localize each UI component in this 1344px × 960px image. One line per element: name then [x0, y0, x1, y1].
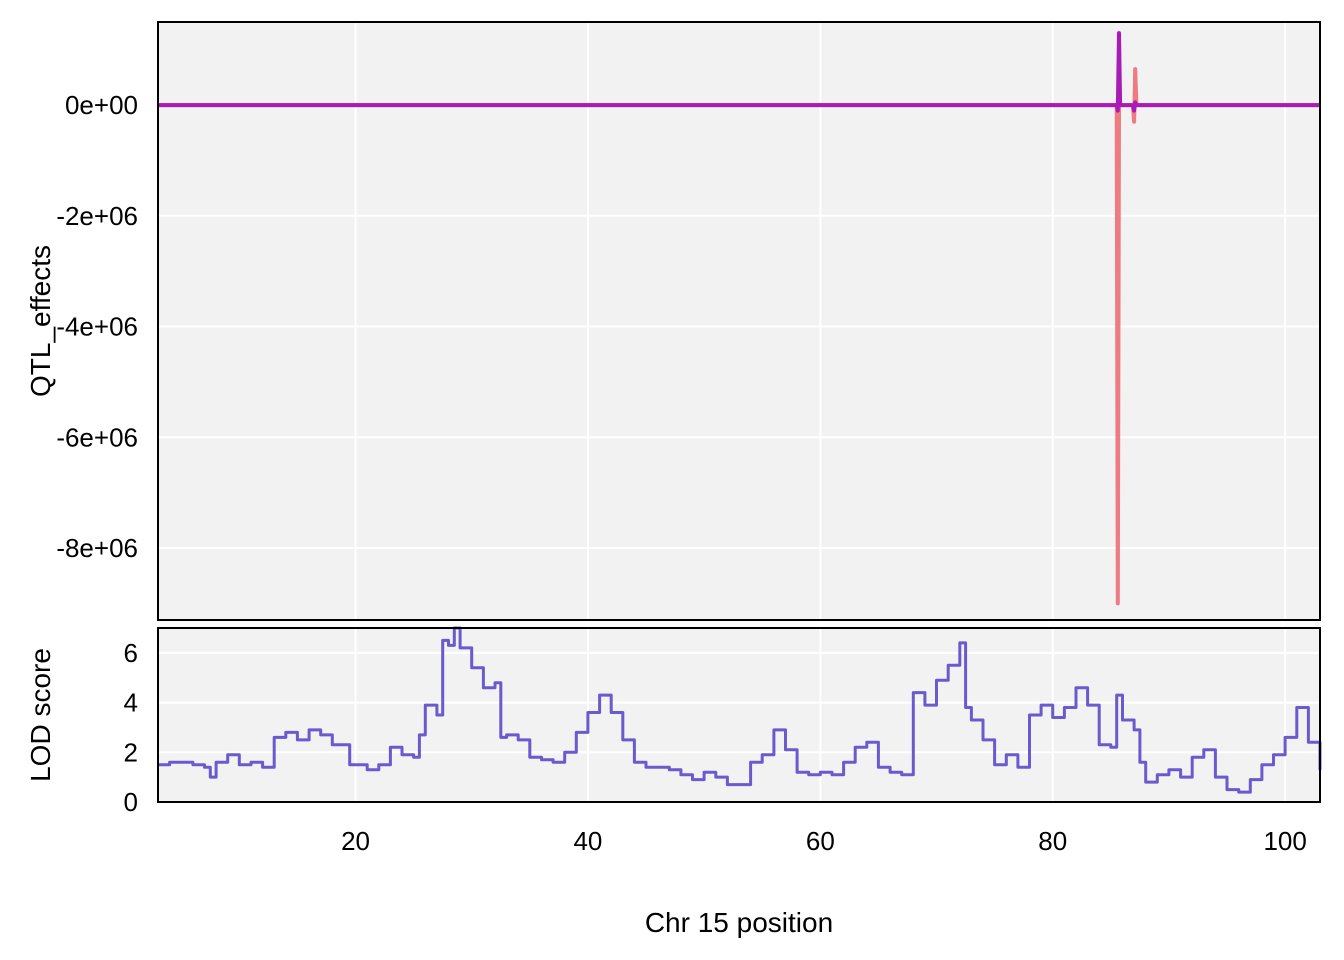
x-tick-label: 40 [573, 826, 602, 856]
lod-panel-frame [157, 627, 1321, 803]
lod-panel: 0 2 4 6 20 40 60 80 100 LOD score Chr 15 positi… [25, 626, 1322, 938]
x-tick-label: 100 [1263, 826, 1306, 856]
lod-y-tick-label: 6 [124, 638, 138, 668]
effects-y-tick-label: -4e+06 [56, 312, 138, 342]
x-tick-label: 80 [1038, 826, 1067, 856]
lod-y-tick-label: 2 [124, 737, 138, 767]
lod-panel-background [158, 628, 1320, 802]
effects-panel-background [158, 22, 1320, 620]
lod-y-axis-title: LOD score [25, 648, 56, 782]
x-tick-labels: 20 40 60 80 100 [341, 826, 1307, 856]
effects-y-axis-title: QTL_effects [25, 245, 56, 397]
effects-y-tick-label: -2e+06 [56, 201, 138, 231]
effects-y-tick-label: 0e+00 [65, 90, 138, 120]
lod-lines [158, 626, 1322, 794]
x-axis-title: Chr 15 position [645, 907, 833, 938]
effects-y-tick-labels: 0e+00 -2e+06 -4e+06 -6e+06 -8e+06 [56, 90, 138, 563]
x-tick-label: 60 [806, 826, 835, 856]
lod-y-tick-labels: 0 2 4 6 [124, 638, 138, 817]
effects-y-tick-label: -8e+06 [56, 533, 138, 563]
effects-y-tick-label: -6e+06 [56, 422, 138, 452]
effects-panel: 0e+00 -2e+06 -4e+06 -6e+06 -8e+06 QTL_effect… [25, 21, 1321, 621]
lod-y-tick-label: 0 [124, 787, 138, 817]
lod-series-line-0 [158, 626, 1322, 794]
effects-panel-frame [157, 21, 1321, 621]
effects-lines [158, 31, 1320, 606]
x-tick-label: 20 [341, 826, 370, 856]
effects-series-line-1 [158, 31, 1320, 113]
lod-y-tick-label: 4 [124, 688, 138, 718]
